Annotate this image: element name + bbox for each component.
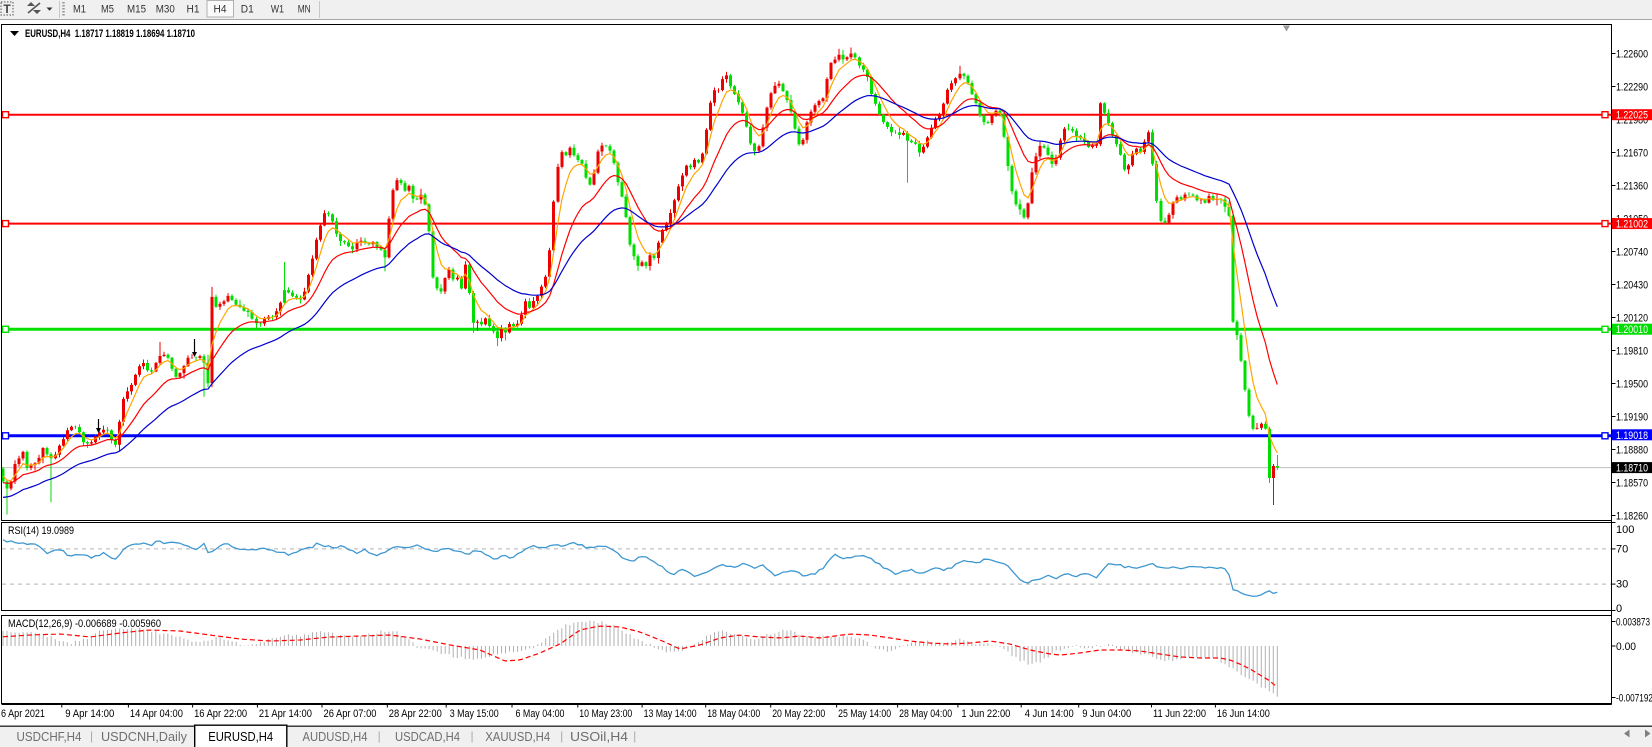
- svg-text:3 May 15:00: 3 May 15:00: [450, 708, 499, 720]
- svg-text:|: |: [560, 729, 563, 743]
- svg-text:16 Jun 14:00: 16 Jun 14:00: [1217, 708, 1270, 720]
- svg-text:D1: D1: [241, 4, 254, 16]
- svg-text:70: 70: [1616, 543, 1628, 555]
- svg-text:11 Jun 22:00: 11 Jun 22:00: [1153, 708, 1206, 720]
- svg-text:26 Apr 07:00: 26 Apr 07:00: [324, 708, 377, 720]
- svg-text:1.19810: 1.19810: [1616, 346, 1648, 358]
- svg-text:4 Jun 14:00: 4 Jun 14:00: [1025, 708, 1074, 720]
- svg-text:W1: W1: [271, 4, 284, 16]
- svg-text:-0.007192: -0.007192: [1616, 693, 1652, 705]
- svg-text:1.19190: 1.19190: [1616, 412, 1648, 424]
- svg-text:0.003873: 0.003873: [1616, 617, 1650, 629]
- svg-text:6 Apr 2021: 6 Apr 2021: [1, 708, 45, 720]
- svg-text:1.20010: 1.20010: [1616, 324, 1648, 336]
- svg-text:|: |: [470, 729, 473, 743]
- svg-text:1.22025: 1.22025: [1616, 110, 1648, 122]
- svg-text:10 May 23:00: 10 May 23:00: [579, 708, 632, 720]
- svg-text:M5: M5: [101, 4, 114, 16]
- svg-text:1 Jun 22:00: 1 Jun 22:00: [961, 708, 1010, 720]
- svg-text:H1: H1: [187, 4, 200, 16]
- svg-text:H4: H4: [214, 4, 227, 16]
- svg-text:1.19500: 1.19500: [1616, 379, 1648, 391]
- svg-text:1.20740: 1.20740: [1616, 247, 1648, 259]
- svg-text:30: 30: [1616, 579, 1628, 591]
- svg-text:XAUUSD,H4: XAUUSD,H4: [485, 730, 550, 744]
- svg-text:1.21670: 1.21670: [1616, 148, 1648, 160]
- svg-text:USOil,H4: USOil,H4: [570, 730, 628, 744]
- svg-text:M1: M1: [73, 4, 86, 16]
- svg-text:1.22600: 1.22600: [1616, 49, 1648, 61]
- svg-text:1.21360: 1.21360: [1616, 181, 1648, 193]
- svg-text:EURUSD,H4: EURUSD,H4: [208, 730, 273, 744]
- svg-text:T: T: [3, 2, 11, 16]
- svg-text:EURUSD,H4 1.18717 1.18819 1.1: EURUSD,H4 1.18717 1.18819 1.18694 1.1871…: [25, 28, 195, 40]
- svg-text:M15: M15: [127, 4, 146, 16]
- svg-text:0.00: 0.00: [1616, 641, 1636, 653]
- svg-text:RSI(14) 19.0989: RSI(14) 19.0989: [8, 525, 74, 537]
- svg-text:13 May 14:00: 13 May 14:00: [644, 708, 697, 720]
- svg-text:1.18880: 1.18880: [1616, 445, 1648, 457]
- svg-text:28 May 04:00: 28 May 04:00: [899, 708, 952, 720]
- svg-text:1.18710: 1.18710: [1616, 463, 1648, 475]
- svg-text:|: |: [633, 729, 636, 743]
- svg-text:AUDUSD,H4: AUDUSD,H4: [303, 730, 368, 744]
- svg-text:M30: M30: [156, 4, 175, 16]
- svg-text:1.21002: 1.21002: [1616, 219, 1648, 231]
- svg-text:25 May 14:00: 25 May 14:00: [838, 708, 891, 720]
- svg-text:20 May 22:00: 20 May 22:00: [772, 708, 825, 720]
- svg-text:MACD(12,26,9) -0.006689 -0.005: MACD(12,26,9) -0.006689 -0.005960: [8, 618, 161, 630]
- svg-text:6 May 04:00: 6 May 04:00: [516, 708, 565, 720]
- svg-text:0: 0: [1616, 603, 1622, 615]
- svg-text:14 Apr 04:00: 14 Apr 04:00: [130, 708, 183, 720]
- svg-text:USDCAD,H4: USDCAD,H4: [395, 730, 460, 744]
- svg-text:1.19018: 1.19018: [1616, 430, 1648, 442]
- svg-text:USDCHF,H4: USDCHF,H4: [17, 730, 82, 744]
- svg-text:1.18260: 1.18260: [1616, 511, 1648, 523]
- svg-text:21 Apr 14:00: 21 Apr 14:00: [259, 708, 312, 720]
- svg-text:100: 100: [1616, 524, 1634, 536]
- svg-text:18 May 04:00: 18 May 04:00: [707, 708, 760, 720]
- svg-text:9 Jun 04:00: 9 Jun 04:00: [1082, 708, 1131, 720]
- svg-text:1.20120: 1.20120: [1616, 313, 1648, 325]
- svg-text:28 Apr 22:00: 28 Apr 22:00: [389, 708, 442, 720]
- svg-text:1.22290: 1.22290: [1616, 82, 1648, 94]
- svg-text:MN: MN: [298, 4, 311, 16]
- svg-text:16 Apr 22:00: 16 Apr 22:00: [194, 708, 247, 720]
- svg-text:|: |: [90, 729, 93, 743]
- svg-text:1.20430: 1.20430: [1616, 280, 1648, 292]
- svg-text:USDCNH,Daily: USDCNH,Daily: [101, 730, 188, 744]
- svg-text:1.18570: 1.18570: [1616, 478, 1648, 490]
- svg-text:|: |: [378, 729, 381, 743]
- svg-text:9 Apr 14:00: 9 Apr 14:00: [65, 708, 114, 720]
